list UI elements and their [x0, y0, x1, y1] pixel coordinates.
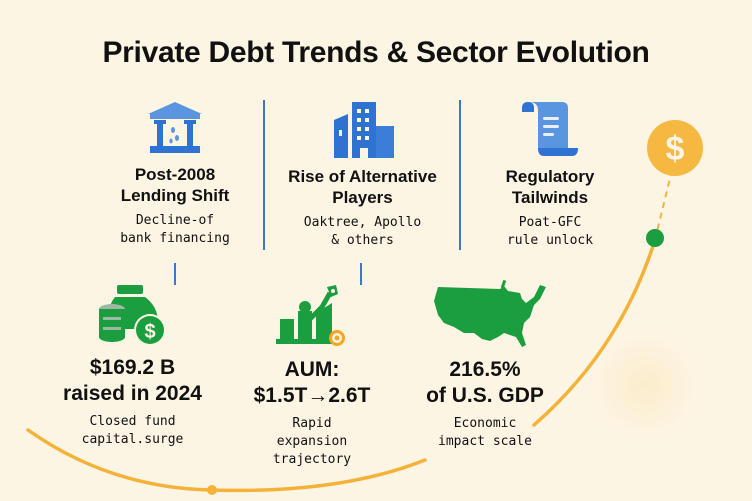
divider-left — [263, 100, 265, 250]
dollar-coin-icon: $ — [647, 120, 703, 176]
stat-heading: $169.2 B raised in 2024 — [63, 356, 202, 405]
stat-funds-raised: $ $169.2 B raised in 2024 Closed fund ca… — [50, 283, 215, 449]
growth-chart-icon — [276, 285, 345, 346]
stat-heading: 216.5% of U.S. GDP — [426, 358, 544, 407]
card-heading: Rise of Alternative Players — [288, 167, 437, 207]
card-rise-of-alternative-players: Rise of Alternative Players Oaktree, Apo… — [270, 100, 455, 250]
svg-text:$: $ — [144, 321, 155, 343]
us-map-icon — [434, 279, 546, 347]
svg-text:$: $ — [666, 130, 685, 168]
stat-heading: AUM: $1.5T→2.6T — [253, 358, 371, 407]
bank-icon — [148, 102, 202, 153]
buildings-icon — [333, 102, 394, 158]
connector-tick-1 — [174, 263, 176, 285]
card-post-2008-lending-shift: Post-2008 Lending Shift Decline-of bank … — [90, 100, 260, 248]
page-title: Private Debt Trends & Sector Evolution — [102, 36, 650, 69]
card-subtext: Decline-of bank financing — [120, 213, 230, 246]
connector-tick-2 — [360, 263, 362, 285]
stat-gdp-impact: 216.5% of U.S. GDP Economic impact scale — [410, 279, 560, 451]
stat-subtext: Closed fund capital.surge — [81, 414, 184, 447]
stat-subtext: Economic impact scale — [438, 416, 532, 449]
scroll-icon — [522, 102, 578, 156]
divider-right — [459, 100, 461, 250]
card-subtext: Poat-GFC rule unlock — [506, 215, 594, 248]
background-glow — [590, 330, 700, 440]
stat-subtext: Rapid expansion trajectory — [272, 416, 352, 467]
card-regulatory-tailwinds: Regulatory Tailwinds Poat-GFC rule unloc… — [470, 100, 630, 250]
card-heading: Regulatory Tailwinds — [505, 167, 595, 207]
card-subtext: Oaktree, Apollo & others — [303, 215, 422, 248]
money-bag-coins-icon: $ — [98, 285, 166, 346]
stat-aum-growth: AUM: $1.5T→2.6T Rapid expansion trajecto… — [232, 283, 392, 469]
card-heading: Post-2008 Lending Shift — [120, 165, 230, 205]
